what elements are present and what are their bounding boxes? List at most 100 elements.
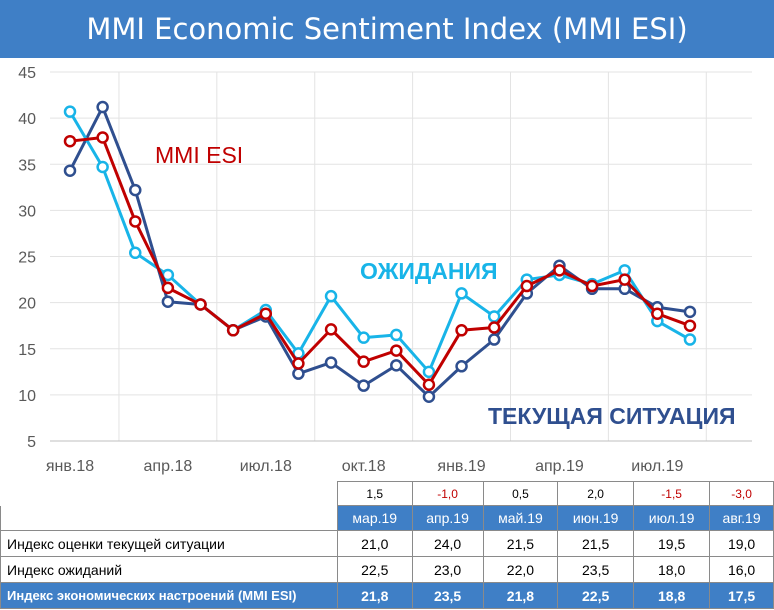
series-current-point	[324, 356, 338, 369]
row-label: Индекс оценки текущей ситуации	[0, 530, 338, 557]
change-row-spacer	[1, 482, 338, 506]
table-cell: 21,5	[482, 530, 559, 557]
table-cell: 22,5	[557, 582, 635, 609]
title-bar: MMI Economic Sentiment Index (MMI ESI)	[0, 0, 774, 58]
series-expectations-point	[422, 365, 436, 379]
change-cell: 0,5	[482, 481, 559, 506]
series-current-point	[129, 183, 142, 197]
series-expectations-point	[129, 246, 142, 260]
change-cell: -1,0	[411, 481, 484, 506]
series-current-point	[63, 164, 77, 177]
y-tick-label: 20	[18, 296, 36, 313]
table-cell: 19,5	[633, 530, 711, 557]
series-esi-point	[324, 323, 338, 336]
series-current-point	[96, 100, 109, 114]
change-cell: -1,5	[633, 481, 711, 506]
series-esi-point	[553, 264, 566, 277]
series-label: MMI ESI	[155, 142, 243, 168]
row-label: Индекс экономических настроений (MMI ESI…	[0, 582, 338, 609]
series-esi-point	[194, 298, 207, 311]
series-esi-point	[129, 215, 142, 228]
table-cell: 21,0	[337, 530, 413, 557]
table-cell: 23,5	[411, 582, 484, 609]
x-tick-label: янв.19	[437, 458, 485, 475]
table-cell: 16,0	[709, 556, 774, 583]
month-header: июл.19	[633, 505, 711, 531]
series-esi-point	[585, 279, 599, 293]
series-esi-point	[357, 355, 370, 368]
table-cell: 23,5	[557, 556, 635, 583]
series-esi-point	[63, 134, 77, 148]
series-expectations-point	[683, 333, 697, 346]
series-current-point	[422, 390, 436, 403]
month-header: май.19	[482, 505, 559, 531]
month-header-row: мар.19 апр.19 май.19 июн.19 июл.19 авг.1…	[0, 505, 774, 531]
y-tick-label: 30	[18, 203, 36, 220]
series-esi-point	[259, 307, 273, 320]
y-tick-label: 5	[27, 434, 36, 451]
x-tick-label: янв.18	[46, 458, 94, 475]
series-current-point	[390, 359, 403, 372]
table-cell: 19,0	[709, 530, 774, 557]
x-tick-label: июл.18	[240, 458, 292, 475]
table-cell: 18,8	[633, 582, 711, 609]
series-expectations-point	[96, 160, 109, 174]
month-header: мар.19	[337, 505, 413, 531]
series-current-point	[357, 379, 370, 392]
series-esi-point	[161, 281, 175, 295]
y-tick-label: 35	[18, 157, 36, 174]
table-row: Индекс оценки текущей ситуации 21,0 24,0…	[0, 530, 774, 557]
month-header: авг.19	[709, 505, 774, 531]
table-cell: 24,0	[411, 530, 484, 557]
series-esi-point	[96, 131, 109, 144]
chart-title: MMI Economic Sentiment Index (MMI ESI)	[86, 12, 688, 46]
series-esi-point	[651, 307, 664, 320]
series-expectations-point	[63, 105, 77, 118]
series-esi-point	[487, 321, 501, 334]
series-esi-point	[390, 344, 403, 357]
table-cell: 21,8	[482, 582, 559, 609]
series-esi-point	[618, 273, 631, 286]
table-cell: 23,0	[411, 556, 484, 583]
change-row: 1,5 -1,0 0,5 2,0 -1,5 -3,0	[1, 481, 774, 506]
x-tick-label: апр.18	[144, 458, 193, 475]
series-label: ОЖИДАНИЯ	[360, 258, 498, 284]
series-current-point	[292, 367, 305, 380]
table-cell: 18,0	[633, 556, 711, 583]
row-label: Индекс ожиданий	[0, 556, 338, 583]
y-tick-label: 15	[18, 342, 36, 359]
series-esi-point	[520, 279, 534, 293]
series-esi-point	[683, 319, 697, 332]
y-tick-label: 10	[18, 388, 36, 405]
y-tick-label: 25	[18, 250, 36, 267]
month-header: июн.19	[557, 505, 635, 531]
y-tick-label: 40	[18, 111, 36, 128]
line-chart: 5 10 15 20 25 30 35 40 45 янв.18 апр.18 июл.18 окт.1…	[18, 65, 752, 475]
series-expectations-point	[324, 289, 338, 303]
series-esi-point	[292, 357, 305, 370]
change-cell: 2,0	[557, 481, 635, 506]
table-row: Индекс ожиданий 22,5 23,0 22,0 23,5 18,0…	[0, 556, 774, 583]
series-expectations-point	[455, 287, 468, 300]
data-table: 1,5 -1,0 0,5 2,0 -1,5 -3,0 мар.19 апр.19…	[0, 481, 774, 609]
series-current-point	[455, 360, 468, 373]
change-cell: 1,5	[337, 481, 413, 506]
series-esi-point	[226, 324, 240, 337]
x-tick-label: окт.18	[342, 458, 386, 475]
series-expectations-point	[487, 310, 501, 323]
month-header-spacer	[0, 505, 338, 531]
series-label: ТЕКУЩАЯ СИТУАЦИЯ	[488, 403, 736, 429]
table-cell: 17,5	[709, 582, 774, 609]
series-current-point	[161, 295, 175, 308]
table-cell: 21,8	[337, 582, 413, 609]
table-cell: 22,0	[482, 556, 559, 583]
series-current-point	[683, 305, 697, 319]
change-cell: -3,0	[709, 481, 774, 506]
series-esi-point	[422, 378, 436, 391]
x-tick-label: апр.19	[535, 458, 584, 475]
table-cell: 22,5	[337, 556, 413, 583]
x-tick-label: июл.19	[631, 458, 683, 475]
month-header: апр.19	[411, 505, 484, 531]
series-current-point	[487, 333, 501, 346]
table-row-esi: Индекс экономических настроений (MMI ESI…	[0, 582, 774, 609]
